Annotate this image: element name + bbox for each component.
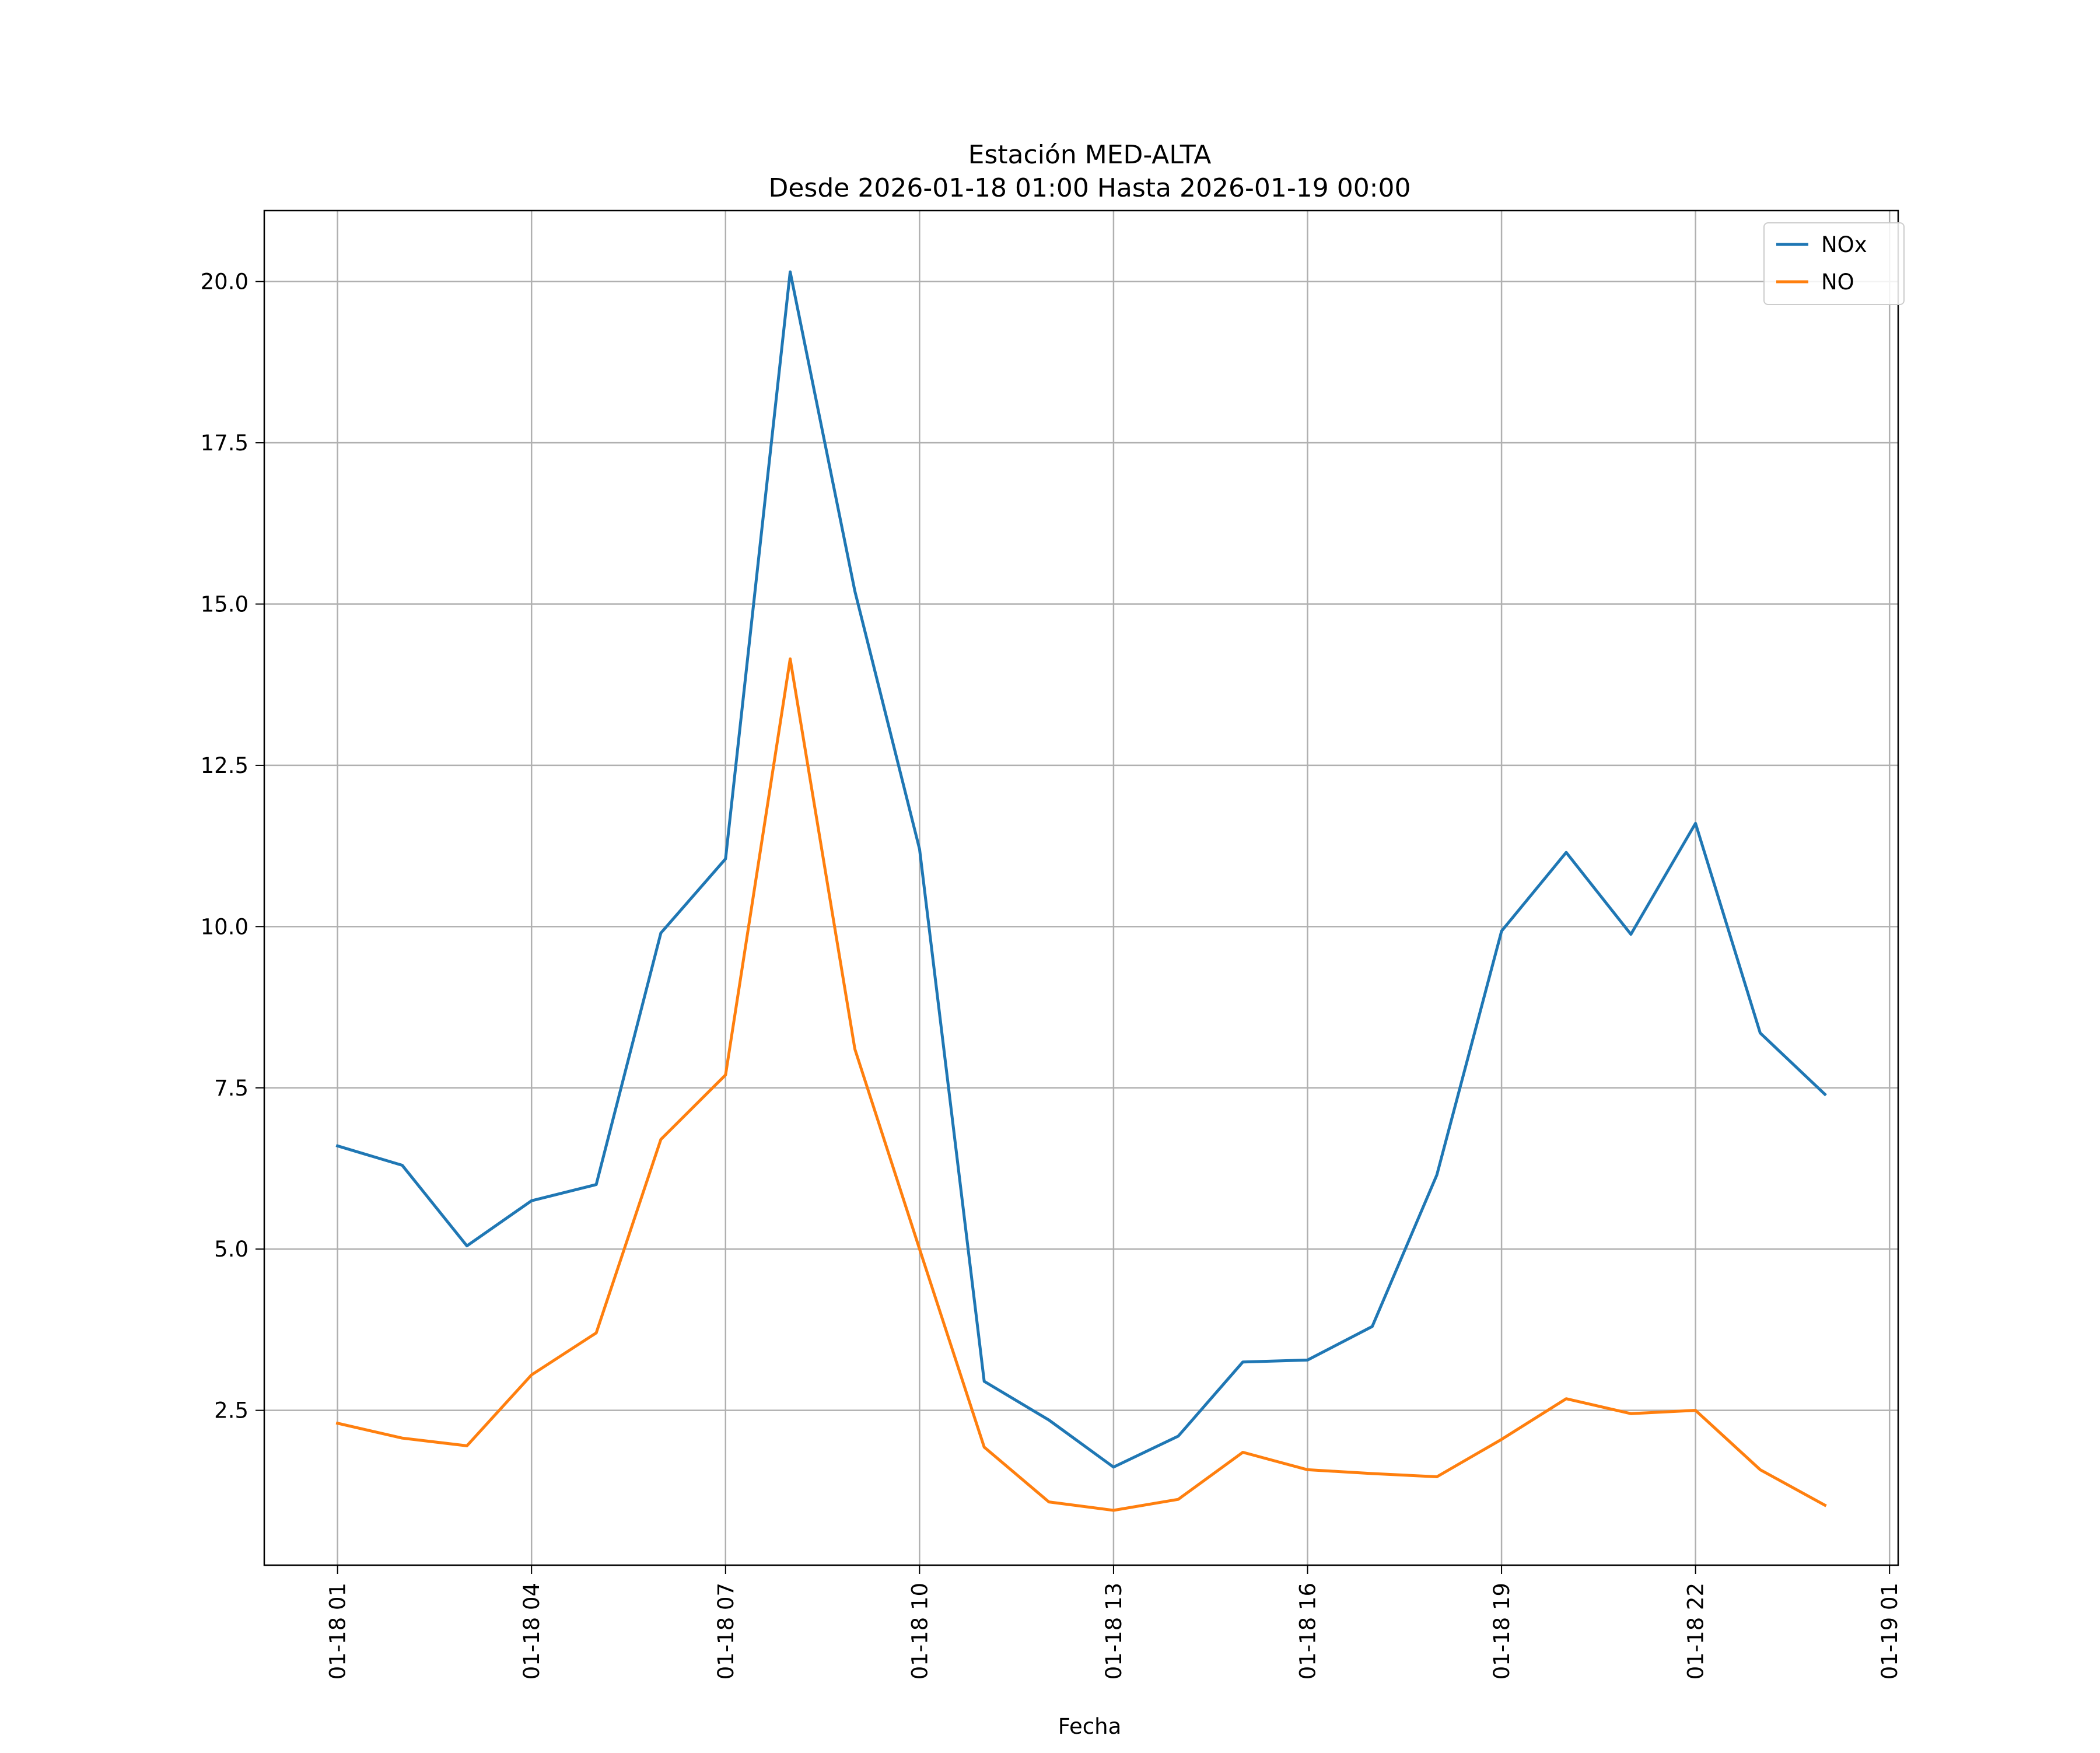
x-tick-label: 01-18 16 xyxy=(1296,1583,1321,1679)
grid xyxy=(264,211,1898,1565)
chart-title: Estación MED-ALTA xyxy=(968,140,1212,170)
x-tick-label: 01-19 01 xyxy=(1877,1583,1902,1679)
y-tick-label: 5.0 xyxy=(214,1237,249,1262)
y-tick-label: 10.0 xyxy=(201,914,249,939)
y-tick-label: 20.0 xyxy=(201,270,249,295)
y-tick-label: 12.5 xyxy=(201,753,249,778)
x-axis-ticks: 01-18 01 01-18 04 01-18 07 01-18 10 01-18 13… xyxy=(326,1565,1902,1679)
x-tick-label: 01-18 10 xyxy=(907,1583,932,1679)
y-tick-label: 17.5 xyxy=(201,431,249,456)
x-tick-label: 01-18 01 xyxy=(326,1583,351,1679)
series-lines xyxy=(335,270,1827,1512)
x-tick-label: 01-18 07 xyxy=(713,1583,738,1679)
y-tick-label: 15.0 xyxy=(201,592,249,617)
y-axis-ticks: 2.5 5.0 7.5 10.0 12.5 15.0 17.5 20.0 xyxy=(201,270,264,1423)
legend: NOx NO xyxy=(1763,222,1905,305)
x-tick-label: 01-18 19 xyxy=(1489,1583,1514,1679)
series-line-no xyxy=(335,657,1827,1512)
chart-subtitle: Desde 2026-01-18 01:00 Hasta 2026-01-19 … xyxy=(768,173,1410,203)
y-tick-label: 2.5 xyxy=(214,1398,249,1423)
series-line-nox xyxy=(335,270,1827,1469)
plot-frame xyxy=(263,209,1899,1566)
x-tick-label: 01-18 22 xyxy=(1684,1583,1709,1679)
x-axis-label: Fecha xyxy=(1058,1714,1122,1739)
x-tick-label: 01-18 13 xyxy=(1101,1583,1126,1679)
y-tick-label: 7.5 xyxy=(214,1076,249,1101)
legend-label-nox: NOx xyxy=(1821,232,1867,257)
x-tick-label: 01-18 04 xyxy=(519,1583,544,1679)
legend-label-no: NO xyxy=(1821,270,1854,295)
